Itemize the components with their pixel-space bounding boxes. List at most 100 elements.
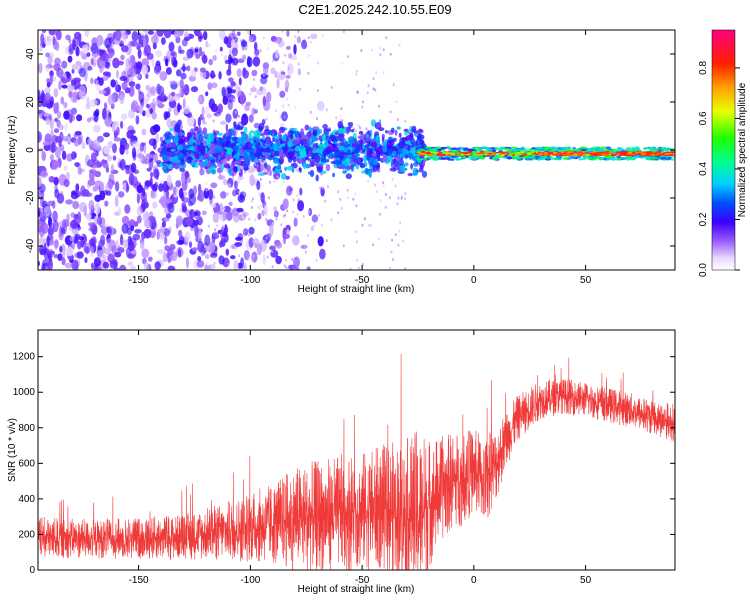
heatmap-cell xyxy=(240,40,248,48)
heatmap-cell xyxy=(99,181,105,193)
heatmap-cell xyxy=(347,55,350,59)
heatmap-cell xyxy=(61,60,68,69)
heatmap-cell xyxy=(186,65,191,72)
heatmap-cell xyxy=(649,147,656,150)
heatmap-cell xyxy=(193,149,197,152)
heatmap-cell xyxy=(190,86,199,93)
heatmap-cell xyxy=(625,148,631,151)
heatmap-cell xyxy=(244,153,250,159)
heatmap-cell xyxy=(320,186,325,197)
heatmap-cell xyxy=(199,67,206,73)
heatmap-cell xyxy=(128,219,136,229)
colorbar-label: Normalized spectral amplitude xyxy=(737,82,748,217)
heatmap-cell xyxy=(128,67,137,78)
heatmap-cell xyxy=(224,59,231,65)
heatmap-cell xyxy=(507,156,513,160)
heatmap-cell xyxy=(48,253,52,263)
heatmap-cell xyxy=(232,108,239,119)
heatmap-cell xyxy=(293,44,297,55)
heatmap-cell xyxy=(77,236,85,241)
heatmap-cell xyxy=(362,144,365,150)
heatmap-cell xyxy=(302,214,305,218)
heatmap-cell xyxy=(265,218,268,222)
heatmap-cell xyxy=(226,192,229,196)
heatmap-cell xyxy=(336,135,344,139)
heatmap-cell xyxy=(197,116,201,127)
heatmap-cell xyxy=(285,74,291,79)
heatmap-cell xyxy=(582,157,586,160)
heatmap-cell xyxy=(52,210,58,223)
heatmap-cell xyxy=(537,146,545,150)
heatmap-cell xyxy=(42,259,49,267)
heatmap-cell xyxy=(50,129,54,142)
heatmap-cell xyxy=(116,69,119,79)
heatmap-cell xyxy=(355,69,358,73)
heatmap-cell xyxy=(208,224,210,228)
heatmap-cell xyxy=(306,149,309,156)
heatmap-cell xyxy=(133,176,138,185)
heatmap-cell xyxy=(83,205,87,217)
heatmap-cell xyxy=(65,34,71,41)
heatmap-cell xyxy=(39,248,47,256)
heatmap-cell xyxy=(115,240,119,248)
heatmap-cell xyxy=(440,154,447,156)
heatmap-cell xyxy=(254,129,261,138)
heatmap-cell xyxy=(384,130,389,134)
heatmap-cell xyxy=(317,61,320,65)
heatmap-cell xyxy=(102,162,109,169)
heatmap-cell xyxy=(320,223,323,227)
heatmap-cell xyxy=(374,183,376,187)
heatmap-cell xyxy=(134,229,142,234)
heatmap-cell xyxy=(501,152,506,154)
heatmap-cell xyxy=(279,115,282,119)
heatmap-cell xyxy=(122,239,129,248)
heatmap-cell xyxy=(237,262,243,269)
heatmap-cell xyxy=(345,173,352,180)
heatmap-cell xyxy=(392,258,395,262)
heatmap-cell xyxy=(197,96,203,103)
heatmap-cell xyxy=(234,242,243,247)
heatmap-cell xyxy=(663,152,667,154)
heatmap-cell xyxy=(132,233,141,241)
heatmap-cell xyxy=(415,138,422,146)
heatmap-cell xyxy=(282,239,285,243)
heatmap-cell xyxy=(106,154,113,162)
heatmap-cell xyxy=(296,36,301,44)
heatmap-cell xyxy=(66,213,70,221)
heatmap-cell xyxy=(262,87,267,97)
heatmap-cell xyxy=(141,58,150,66)
heatmap-cell xyxy=(114,251,122,258)
heatmap-cell xyxy=(285,97,288,101)
heatmap-cell xyxy=(276,175,279,179)
heatmap-cell xyxy=(222,219,225,223)
heatmap-cell xyxy=(212,119,215,123)
heatmap-cell xyxy=(276,55,279,58)
heatmap-cell xyxy=(239,39,242,43)
heatmap-cell xyxy=(252,56,261,67)
heatmap-cell xyxy=(265,117,268,121)
heatmap-cell xyxy=(119,94,125,105)
heatmap-cell xyxy=(40,170,48,179)
heatmap-cell xyxy=(393,150,397,157)
heatmap-cell xyxy=(256,166,262,173)
heatmap-cell xyxy=(47,260,53,270)
heatmap-cell xyxy=(321,186,324,190)
heatmap-cell xyxy=(159,136,163,142)
heatmap-cell xyxy=(90,152,97,163)
heatmap-cell xyxy=(220,159,227,165)
heatmap-cell xyxy=(241,113,249,126)
heatmap-cell xyxy=(389,52,392,56)
heatmap-cell xyxy=(204,106,210,116)
heatmap-cell xyxy=(376,152,381,159)
heatmap-cell xyxy=(253,122,260,129)
heatmap-cell xyxy=(111,180,115,185)
heatmap-cell xyxy=(297,68,301,76)
heatmap-cell xyxy=(322,133,326,142)
heatmap-cell xyxy=(75,183,80,192)
heatmap-cell xyxy=(399,165,406,172)
heatmap-cell xyxy=(274,71,278,78)
heatmap-cell xyxy=(266,146,271,153)
heatmap-cell xyxy=(178,248,182,257)
heatmap-cell xyxy=(231,136,238,142)
